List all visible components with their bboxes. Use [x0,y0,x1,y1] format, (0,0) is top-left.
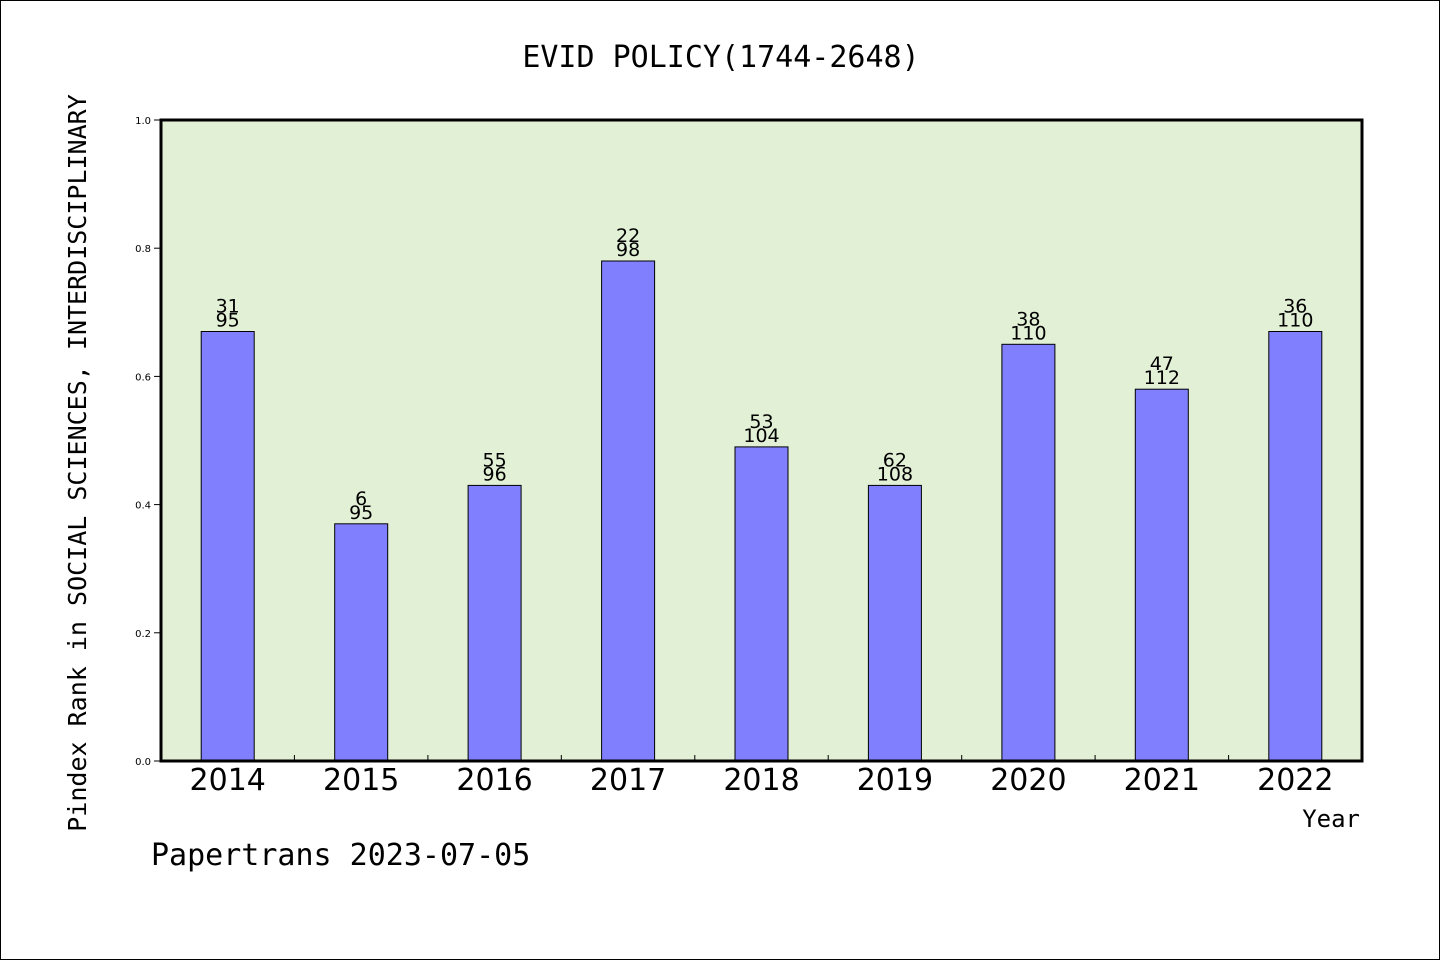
total-label-2015: 95 [349,502,373,524]
rank-label-2015: 6 [355,488,367,510]
bar-2021 [1134,388,1189,762]
y-tick-label: 0.6 [135,372,151,383]
x-axis: 2014 2015 2016 2017 2018 2019 2020 2021 2022 [190,755,1333,798]
y-axis-label: Pindex Rank in SOCIAL SCIENCES, INTERDIS… [63,94,92,832]
total-label-2018: 104 [743,425,779,447]
x-tick-label-2017: 2017 [590,763,666,798]
chart-title: EVID POLICY(1744-2648) [522,40,919,75]
bar-2018 [734,446,789,762]
x-tick-label-2016: 2016 [456,763,532,798]
rank-label-2019: 62 [883,449,907,471]
y-tick-label: 0.0 [135,757,151,768]
y-tick-label: 0.4 [135,501,151,512]
x-tick-label-2021: 2021 [1124,763,1200,798]
bar-2017 [601,260,656,762]
x-tick-label-2019: 2019 [857,763,933,798]
rank-label-2016: 55 [483,449,507,471]
bar-2019 [867,484,922,762]
bar-2022 [1268,331,1323,762]
total-label-2021: 112 [1144,367,1180,389]
bar-2020 [1001,343,1056,762]
y-axis: 0.0 0.2 0.4 0.6 0.8 1.0 [135,116,161,768]
rank-label-2018: 53 [749,411,773,433]
footer-text: Papertrans 2023-07-05 [151,838,530,873]
plot-border [159,118,1364,763]
rank-label-2020: 38 [1016,308,1040,330]
rank-label-2017: 22 [616,225,640,247]
total-label-2019: 108 [877,463,913,485]
total-label-2022: 110 [1277,310,1313,332]
bar-2016 [467,484,522,762]
total-label-2014: 95 [216,310,240,332]
bars-group [200,260,1323,762]
x-tick-label-2020: 2020 [990,763,1066,798]
total-label-2020: 110 [1010,322,1046,344]
bar-2014 [200,331,255,762]
x-axis-label: Year [1302,805,1360,833]
x-tick-label-2015: 2015 [323,763,399,798]
x-tick-label-2014: 2014 [190,763,266,798]
rank-label-2021: 47 [1150,353,1174,375]
y-tick-label: 0.8 [135,244,151,255]
total-label-2016: 96 [483,463,507,485]
x-tick-label-2022: 2022 [1257,763,1333,798]
bar-2015 [334,523,389,762]
rank-label-2022: 36 [1283,296,1307,318]
y-tick-label: 0.2 [135,629,151,640]
x-tick-label-2018: 2018 [723,763,799,798]
total-label-2017: 98 [616,239,640,261]
rank-label-2014: 31 [216,296,240,318]
y-tick-label: 1.0 [135,116,151,127]
